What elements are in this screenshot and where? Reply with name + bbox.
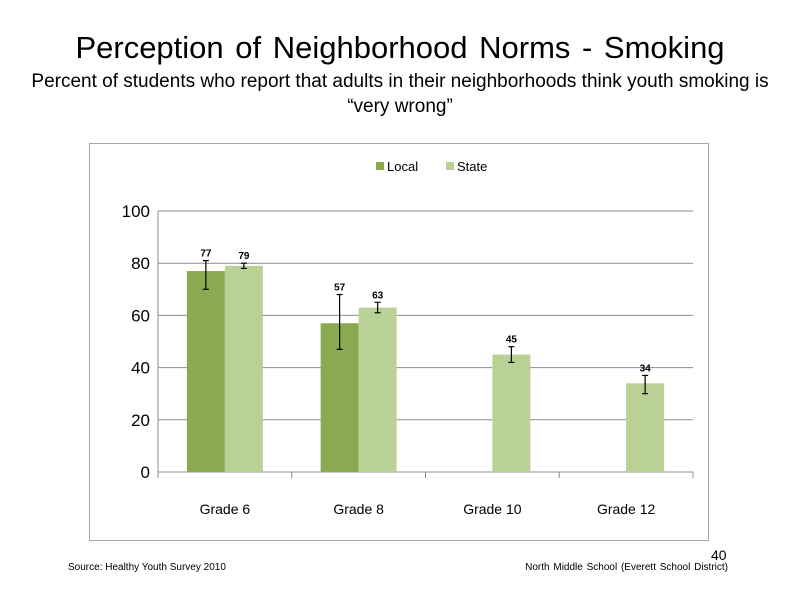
data-label: 79 <box>238 251 250 262</box>
bar-local <box>186 271 225 472</box>
bar-state <box>358 307 397 472</box>
bar-state <box>492 354 531 472</box>
bar-state <box>626 383 665 472</box>
y-tick-label: 20 <box>131 411 150 430</box>
x-category-label: Grade 10 <box>463 501 522 517</box>
bar-state <box>224 265 263 472</box>
x-category-label: Grade 12 <box>597 501 656 517</box>
x-category-label: Grade 6 <box>200 501 251 517</box>
slide-title: Perception of Neighborhood Norms - Smoki… <box>75 30 725 65</box>
y-tick-label: 40 <box>131 359 150 378</box>
legend-label-state: State <box>457 159 487 174</box>
data-label: 45 <box>506 335 518 346</box>
y-tick-label: 60 <box>131 306 150 325</box>
school-name: North Middle School (Everett School Dist… <box>525 562 728 573</box>
legend-label-local: Local <box>387 159 418 174</box>
data-label: 57 <box>334 283 346 294</box>
y-tick-label: 0 <box>141 463 150 482</box>
bar-chart: 0 20 40 60 80 100 77 79 Grade 6 57 63 Grade 8 45 Grad… <box>122 159 694 517</box>
legend-swatch-local <box>376 162 384 170</box>
data-label: 77 <box>200 249 212 260</box>
chart-frame: 0 20 40 60 80 100 77 79 Grade 6 57 63 Grade 8 45 Grad… <box>89 143 709 541</box>
source-note: Source: Healthy Youth Survey 2010 <box>68 562 226 573</box>
data-label: 63 <box>372 290 384 301</box>
y-tick-label: 100 <box>122 202 150 221</box>
slide-subtitle: Percent of students who report that adul… <box>31 71 769 117</box>
page-number: 40 <box>711 547 727 563</box>
y-tick-label: 80 <box>131 254 150 273</box>
x-category-label: Grade 8 <box>333 501 384 517</box>
legend-swatch-state <box>446 162 454 170</box>
data-label: 34 <box>640 363 652 374</box>
